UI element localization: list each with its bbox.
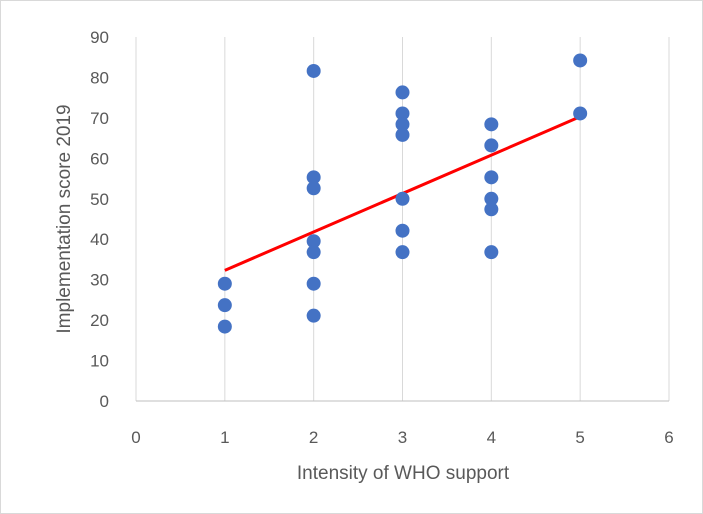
data-point bbox=[306, 276, 321, 291]
x-tick-label: 6 bbox=[664, 428, 673, 447]
y-tick-label: 30 bbox=[90, 271, 109, 290]
data-point bbox=[306, 234, 321, 249]
y-tick-label: 80 bbox=[90, 68, 109, 87]
x-tick-label: 3 bbox=[398, 428, 407, 447]
data-points bbox=[217, 53, 588, 334]
x-tick-label: 5 bbox=[575, 428, 584, 447]
data-point bbox=[395, 245, 410, 260]
data-point bbox=[484, 202, 499, 217]
x-tick-label: 4 bbox=[487, 428, 496, 447]
x-tick-label: 0 bbox=[131, 428, 140, 447]
data-point bbox=[395, 223, 410, 238]
y-tick-label: 40 bbox=[90, 230, 109, 249]
data-point bbox=[573, 53, 588, 68]
data-point bbox=[306, 63, 321, 78]
data-point bbox=[395, 117, 410, 132]
data-point bbox=[484, 245, 499, 260]
data-point bbox=[306, 308, 321, 323]
data-point bbox=[484, 170, 499, 185]
gridlines bbox=[135, 37, 670, 402]
y-tick-labels: 0 10 20 30 40 50 60 70 80 90 bbox=[90, 28, 109, 411]
y-tick-label: 10 bbox=[90, 352, 109, 371]
data-point bbox=[306, 181, 321, 196]
data-point bbox=[217, 319, 232, 334]
y-tick-label: 90 bbox=[90, 28, 109, 47]
data-point bbox=[395, 191, 410, 206]
x-tick-label: 2 bbox=[309, 428, 318, 447]
data-point bbox=[395, 127, 410, 142]
data-point bbox=[395, 85, 410, 100]
data-point bbox=[306, 245, 321, 260]
y-tick-label: 70 bbox=[90, 109, 109, 128]
y-tick-label: 20 bbox=[90, 311, 109, 330]
data-point bbox=[484, 138, 499, 153]
y-axis-title: Implementation score 2019 bbox=[54, 104, 75, 333]
data-point bbox=[217, 298, 232, 313]
data-point bbox=[573, 106, 588, 121]
x-tick-label: 1 bbox=[220, 428, 229, 447]
data-point bbox=[306, 170, 321, 185]
x-tick-labels: 0 1 2 3 4 5 6 bbox=[131, 428, 673, 447]
data-point bbox=[484, 117, 499, 132]
y-tick-label: 50 bbox=[90, 190, 109, 209]
data-point bbox=[217, 276, 232, 291]
data-point bbox=[484, 191, 499, 206]
y-tick-label: 0 bbox=[100, 392, 109, 411]
x-axis-title: Intensity of WHO support bbox=[297, 463, 510, 484]
y-tick-label: 60 bbox=[90, 149, 109, 168]
data-point bbox=[395, 106, 410, 121]
